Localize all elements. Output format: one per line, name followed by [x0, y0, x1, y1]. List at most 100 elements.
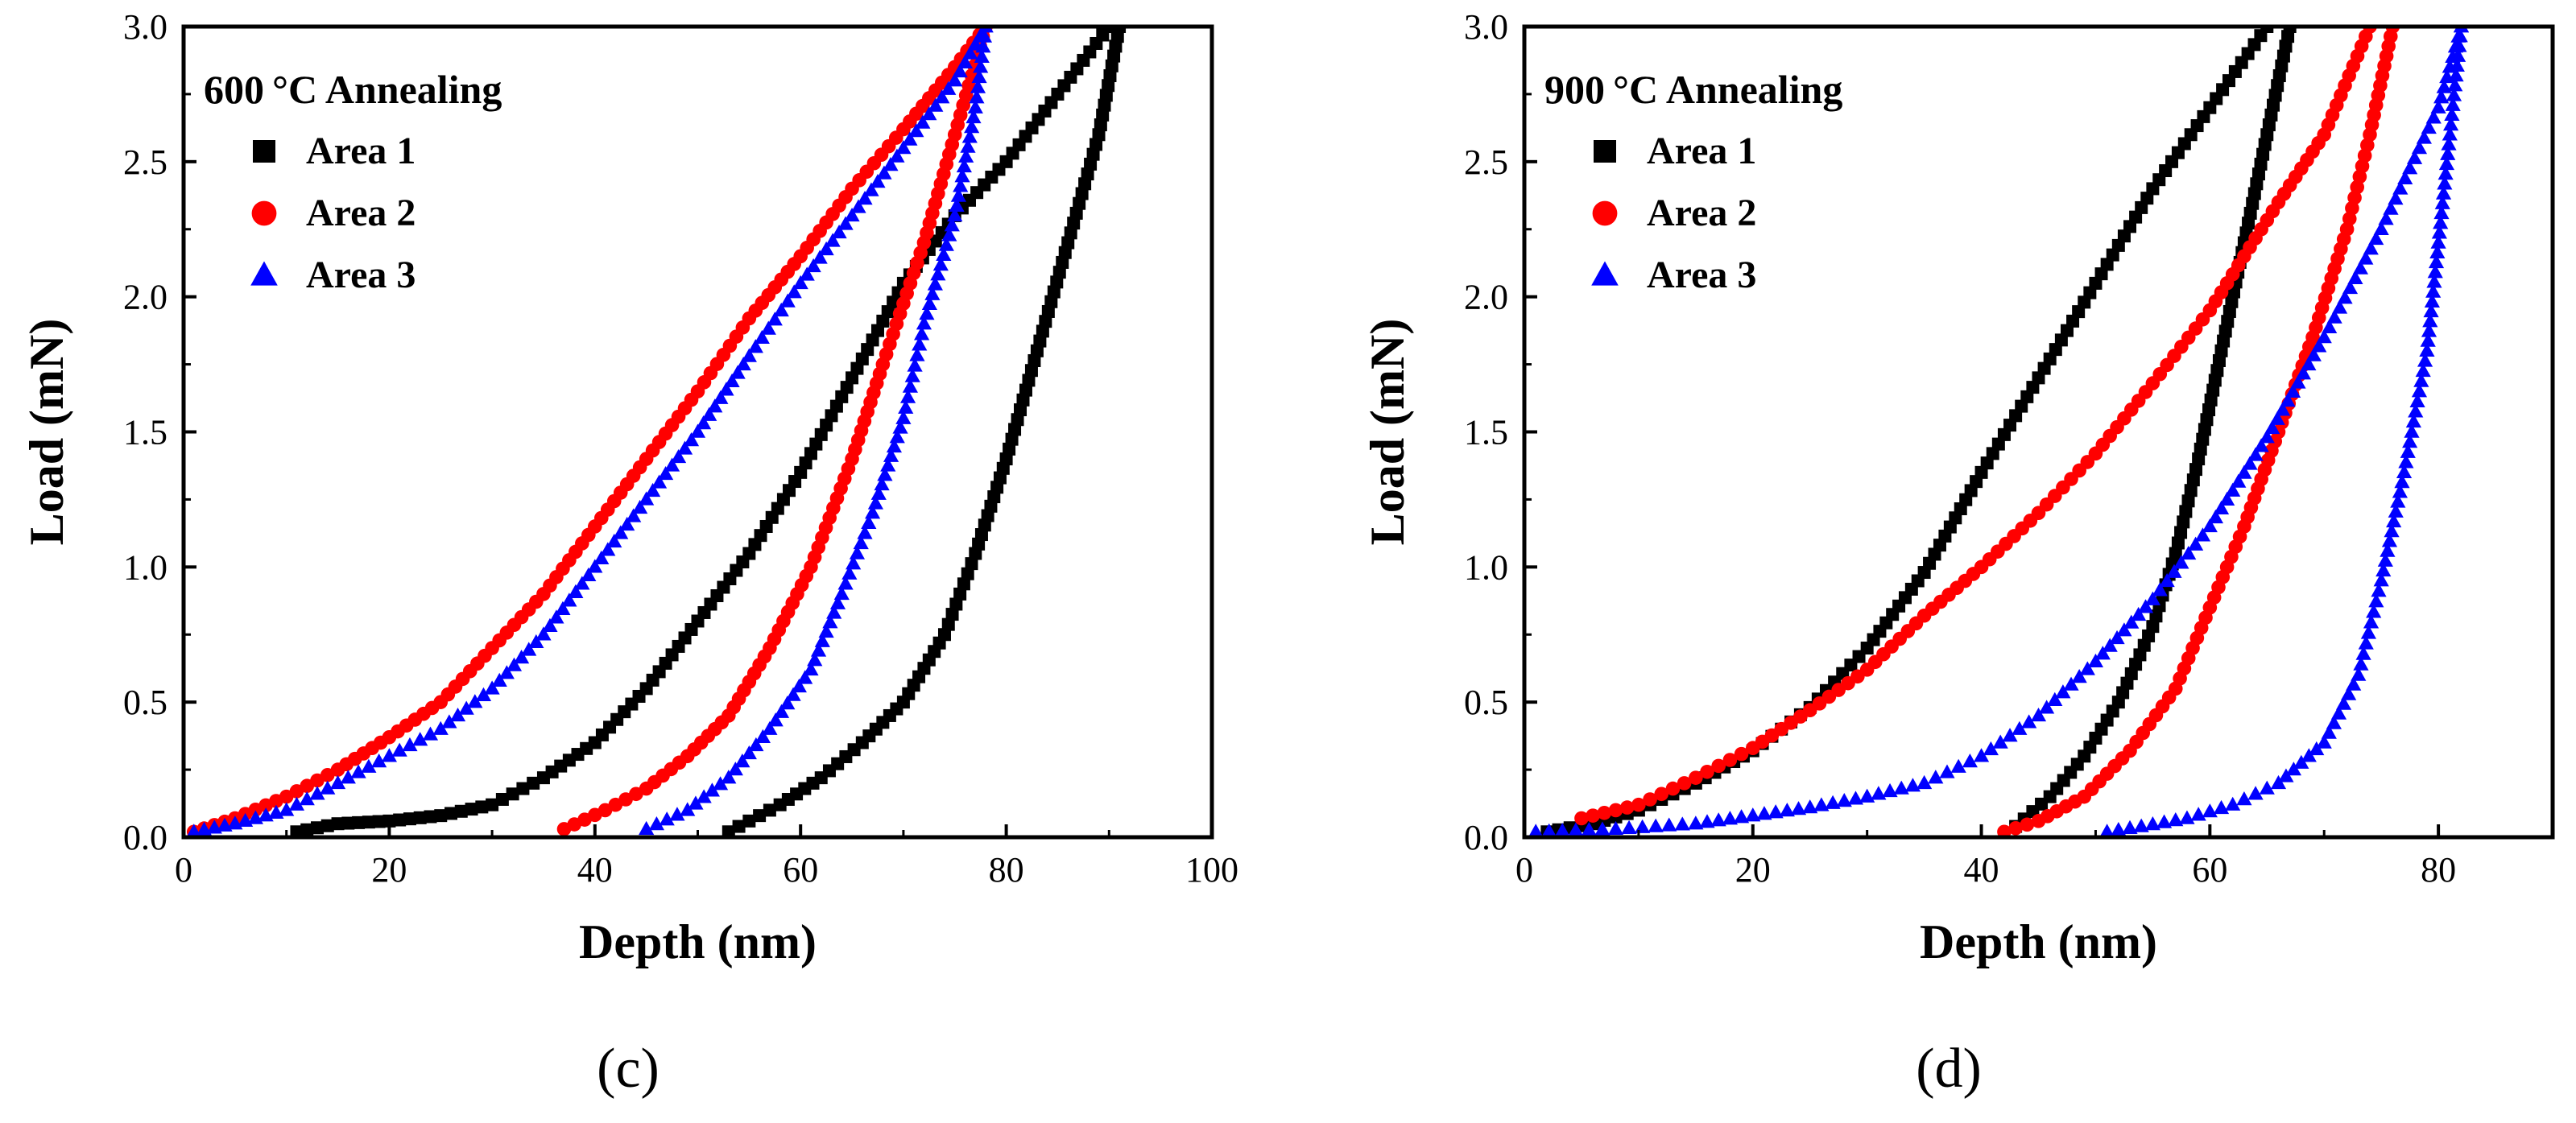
- data-point: [1813, 797, 1830, 811]
- data-point: [2373, 572, 2389, 587]
- data-point: [2423, 303, 2439, 318]
- data-point: [2392, 180, 2409, 195]
- data-point: [1733, 809, 1750, 824]
- data-point: [722, 825, 735, 837]
- data-point: [2260, 27, 2274, 33]
- legend-label-1: Area 1: [306, 130, 416, 172]
- data-point: [2202, 403, 2216, 417]
- data-point: [1061, 236, 1075, 250]
- data-point: [2384, 523, 2400, 538]
- data-point: [2123, 614, 2140, 629]
- data-point: [528, 634, 544, 649]
- data-point: [1030, 344, 1044, 357]
- data-point: [2159, 572, 2175, 588]
- data-point: [2202, 803, 2218, 818]
- data-point: [2413, 373, 2429, 387]
- data-point: [953, 178, 969, 192]
- data-point: [701, 407, 717, 421]
- data-point: [791, 678, 807, 693]
- data-point: [2351, 667, 2367, 681]
- data-point: [2431, 225, 2448, 239]
- data-point: [735, 356, 751, 371]
- data-point: [2378, 211, 2394, 225]
- data-point: [741, 348, 757, 362]
- data-point: [2358, 635, 2374, 650]
- data-point: [909, 347, 925, 361]
- data-point: [2222, 304, 2236, 318]
- series-area-3: [1528, 27, 2470, 837]
- data-point: [2388, 503, 2404, 518]
- data-point: [1075, 187, 1089, 200]
- data-point: [412, 732, 428, 746]
- data-point: [898, 399, 914, 414]
- data-point: [734, 753, 750, 768]
- data-point: [1078, 177, 1092, 191]
- data-point: [2381, 533, 2398, 547]
- data-point: [2181, 545, 2197, 560]
- x-tick-label: 0: [175, 850, 192, 890]
- data-point: [2087, 653, 2104, 668]
- data-point: [2429, 244, 2446, 258]
- data-point: [542, 617, 558, 632]
- data-point: [975, 39, 991, 53]
- data-point: [1022, 374, 1036, 387]
- legend-marker-1: [1594, 140, 1616, 163]
- data-point: [2451, 38, 2467, 52]
- data-point: [1973, 748, 1990, 762]
- data-point: [1568, 822, 1584, 836]
- data-point: [1102, 27, 1116, 33]
- data-point: [2272, 69, 2286, 83]
- data-point: [2426, 274, 2442, 288]
- data-point: [877, 467, 893, 481]
- y-tick-label: 2.0: [1464, 278, 1508, 317]
- legend-label-3: Area 3: [1647, 254, 1756, 296]
- data-point: [696, 789, 712, 803]
- data-point: [2214, 344, 2228, 357]
- data-point: [2133, 818, 2149, 832]
- data-point: [527, 776, 540, 790]
- data-point: [1700, 764, 1714, 779]
- data-point: [2438, 155, 2455, 171]
- data-point: [1710, 812, 1726, 827]
- data-point: [1665, 781, 1681, 796]
- data-point: [902, 378, 919, 393]
- data-point: [2433, 215, 2449, 229]
- data-point: [805, 258, 821, 273]
- data-point: [2419, 342, 2435, 357]
- data-point: [850, 199, 866, 213]
- data-point: [1825, 795, 1841, 809]
- data-point: [2111, 822, 2127, 836]
- data-point: [2335, 696, 2352, 710]
- data-point: [762, 720, 778, 735]
- data-point: [2293, 754, 2309, 769]
- data-point: [2301, 356, 2317, 371]
- data-point: [867, 495, 884, 510]
- data-point: [2206, 383, 2220, 397]
- data-point: [727, 762, 743, 776]
- data-point: [1631, 797, 1646, 812]
- data-point: [2341, 686, 2357, 700]
- data-point: [2337, 290, 2353, 304]
- data-point: [300, 823, 314, 836]
- data-point: [844, 207, 860, 222]
- data-point: [2275, 59, 2289, 72]
- data-point: [786, 284, 802, 299]
- y-tick-label: 3.0: [123, 7, 167, 47]
- data-point: [2352, 260, 2368, 275]
- data-point: [1107, 49, 1121, 63]
- data-point: [2444, 106, 2460, 122]
- data-point: [1099, 89, 1113, 102]
- data-point: [381, 748, 397, 762]
- data-point: [1711, 758, 1726, 774]
- data-point: [1674, 816, 1690, 831]
- data-point: [2408, 403, 2424, 418]
- data-point: [2342, 279, 2359, 295]
- data-point: [753, 809, 767, 823]
- data-point: [2373, 221, 2389, 235]
- data-point: [2402, 160, 2418, 175]
- data-point: [2144, 591, 2160, 605]
- data-point: [2440, 146, 2456, 160]
- data-point: [732, 820, 746, 833]
- data-point: [2207, 509, 2224, 524]
- data-point: [2409, 393, 2425, 407]
